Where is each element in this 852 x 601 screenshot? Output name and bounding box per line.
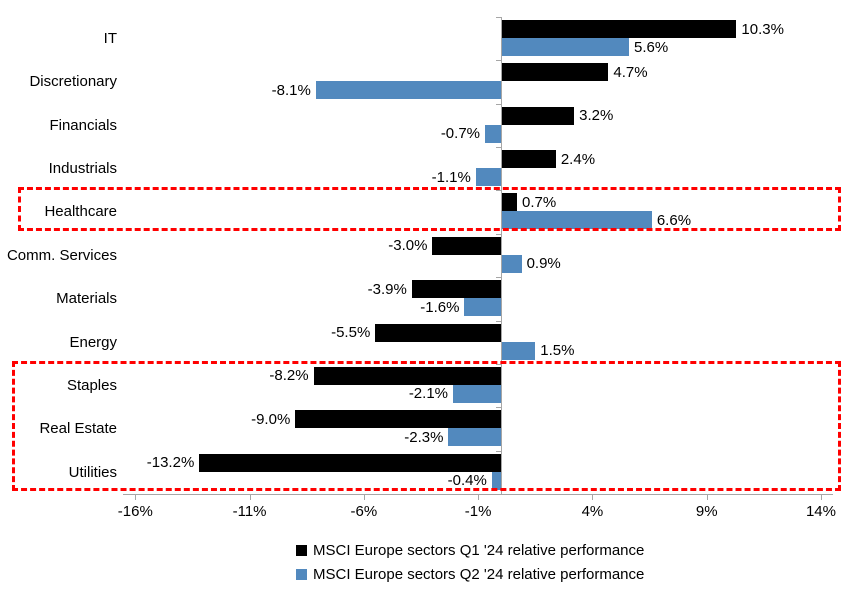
x-axis-tick: [706, 494, 708, 500]
category-label: Staples: [66, 376, 117, 394]
category-boundary-tick: [496, 407, 502, 409]
value-label: -3.9%: [367, 280, 407, 298]
x-axis-tick-label: -6%: [350, 503, 378, 520]
category-boundary-tick: [496, 103, 502, 105]
value-label: -1.6%: [420, 298, 460, 316]
value-label: 0.9%: [526, 255, 561, 273]
bar-q1: [501, 106, 575, 125]
highlight-box: [18, 187, 841, 232]
legend-swatch-q2-icon: [296, 568, 307, 580]
bar-q1: [501, 150, 556, 169]
x-axis-tick-label: 9%: [695, 503, 718, 520]
x-axis-tick: [820, 494, 822, 500]
x-axis-tick-label: -11%: [232, 503, 267, 520]
value-label: -13.2%: [146, 454, 195, 472]
x-axis-line: [123, 494, 833, 495]
value-label: 4.7%: [613, 63, 648, 81]
bar-q2: [491, 471, 501, 490]
bar-q2: [448, 428, 501, 447]
value-label: 2.4%: [560, 150, 596, 168]
bar-q2: [501, 38, 629, 56]
legend-swatch-q1-icon: [296, 544, 307, 556]
category-boundary-tick: [496, 190, 502, 192]
bar-q2: [464, 298, 501, 317]
bar-q1: [199, 453, 501, 472]
legend: MSCI Europe sectors Q1 '24 relative perf…: [296, 540, 644, 588]
bar-q1: [295, 410, 501, 429]
bar-q2: [315, 81, 501, 100]
category-label: Healthcare: [44, 203, 117, 221]
x-axis-tick: [135, 494, 137, 500]
category-axis-line: [501, 17, 502, 494]
value-label: -8.1%: [271, 81, 311, 99]
value-label: -3.0%: [388, 237, 428, 255]
legend-item-q1: MSCI Europe sectors Q1 '24 relative perf…: [296, 540, 644, 560]
x-axis-tick: [363, 494, 365, 500]
value-label: -9.0%: [251, 410, 291, 428]
value-label: 10.3%: [741, 20, 784, 38]
category-label: Materials: [56, 290, 117, 308]
x-axis-tick-label: -1%: [464, 503, 492, 520]
category-boundary-tick: [496, 450, 502, 452]
category-label: Energy: [69, 333, 117, 351]
bar-q1: [313, 366, 501, 385]
bar-q1: [501, 20, 737, 38]
value-label: 3.2%: [579, 107, 614, 125]
category-label: Comm. Services: [6, 246, 117, 264]
bar-q2: [501, 254, 522, 273]
bar-q2: [501, 211, 652, 230]
value-label: -0.4%: [447, 472, 487, 490]
category-boundary-tick: [496, 60, 502, 62]
bar-q1: [411, 280, 501, 299]
bar-q1: [375, 323, 501, 342]
category-label: Discretionary: [29, 73, 117, 91]
x-axis-tick: [249, 494, 251, 500]
legend-label-q2: MSCI Europe sectors Q2 '24 relative perf…: [313, 565, 645, 583]
category-boundary-tick: [496, 320, 502, 322]
value-label: 0.7%: [521, 193, 557, 211]
x-axis-tick: [478, 494, 480, 500]
highlight-box: [12, 360, 841, 492]
category-label: Industrials: [48, 160, 117, 178]
value-label: -0.7%: [440, 125, 480, 143]
x-axis-tick-label: 14%: [805, 503, 836, 520]
bar-q2: [501, 341, 536, 360]
x-axis-tick-label: 4%: [581, 503, 604, 520]
bar-q2: [453, 384, 501, 403]
value-label: 1.5%: [540, 342, 575, 360]
bar-q1: [432, 236, 501, 255]
category-label: Utilities: [68, 463, 117, 481]
category-label: IT: [103, 30, 117, 47]
bar-q2: [475, 168, 501, 187]
x-axis-tick-label: -16%: [117, 503, 153, 520]
category-label: Financials: [49, 116, 117, 134]
bar-q2: [485, 124, 501, 143]
legend-item-q2: MSCI Europe sectors Q2 '24 relative perf…: [296, 564, 644, 584]
category-label: Real Estate: [39, 420, 117, 438]
category-boundary-tick: [496, 17, 502, 18]
value-label: -2.3%: [404, 428, 444, 446]
bar-q1: [501, 63, 609, 82]
value-label: -2.1%: [408, 385, 448, 403]
value-label: -5.5%: [331, 324, 371, 342]
category-boundary-tick: [496, 277, 502, 279]
bar-q1: [501, 193, 517, 212]
value-label: 5.6%: [633, 38, 669, 56]
x-axis-tick: [592, 494, 594, 500]
category-boundary-tick: [496, 233, 502, 235]
category-boundary-tick: [496, 363, 502, 365]
value-label: 6.6%: [656, 211, 692, 229]
legend-label-q1: MSCI Europe sectors Q1 '24 relative perf…: [313, 541, 645, 559]
value-label: -8.2%: [269, 367, 309, 385]
category-boundary-tick: [496, 147, 502, 149]
value-label: -1.1%: [431, 168, 471, 186]
